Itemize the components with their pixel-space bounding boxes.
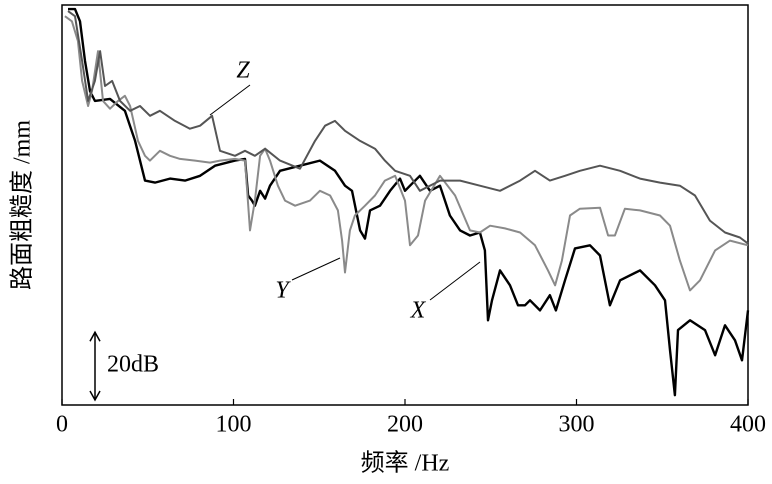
scale-bar-label: 20dB xyxy=(107,352,159,378)
x-axis-label: 频率 /Hz xyxy=(361,450,450,477)
y-axis-label: 路面粗糙度 /mm xyxy=(9,120,36,290)
series-line xyxy=(64,15,749,292)
series-label: Z xyxy=(236,58,250,84)
annotation-leader xyxy=(429,261,481,301)
annotation-leader xyxy=(209,84,251,116)
series-label: Y xyxy=(275,278,291,304)
series-label: X xyxy=(410,298,427,324)
x-tick-label: 200 xyxy=(387,412,423,438)
scale-arrow xyxy=(89,390,101,402)
x-tick-label: 100 xyxy=(216,412,252,438)
scale-arrow xyxy=(89,330,101,342)
series-line xyxy=(67,10,749,245)
x-tick-label: 0 xyxy=(56,412,68,438)
annotation-leader xyxy=(291,257,341,281)
x-tick-label: 400 xyxy=(730,412,766,438)
x-tick-label: 300 xyxy=(559,412,595,438)
series-line xyxy=(68,7,750,397)
